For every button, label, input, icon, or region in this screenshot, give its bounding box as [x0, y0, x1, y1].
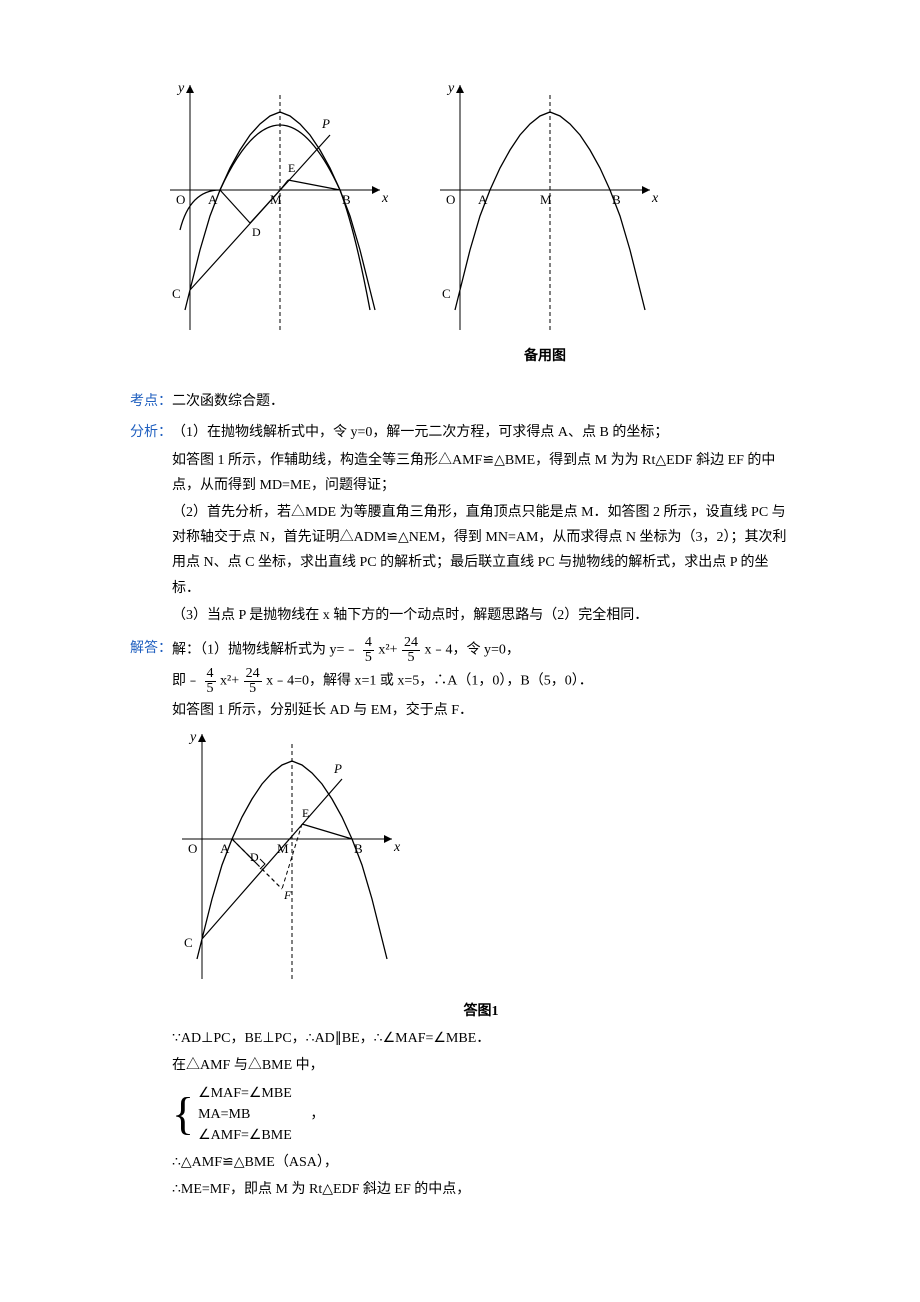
- figure-2-caption: 备用图: [524, 344, 566, 369]
- figure-1: x y O A B M C P D E: [160, 80, 390, 369]
- jieda-line2-mid: x²+: [220, 674, 239, 689]
- svg-text:F: F: [283, 888, 292, 902]
- jieda-line3: 如答图 1 所示，分别延长 AD 与 EM，交于点 F．: [172, 698, 790, 723]
- answer-figure-1: x y O A B M C P D F E: [172, 729, 790, 1024]
- jieda-line1-post: x﹣4，令 y=0，: [425, 643, 520, 658]
- frac-24-5-b: 245: [244, 667, 262, 696]
- svg-text:x: x: [651, 191, 659, 206]
- svg-text:E: E: [302, 806, 309, 820]
- brace-l2: MA=MB，: [198, 1104, 324, 1125]
- svg-text:M: M: [540, 192, 552, 207]
- svg-text:A: A: [208, 192, 218, 207]
- jieda-after2: 在△AMF 与△BME 中，: [172, 1053, 790, 1078]
- parabola-svg-2: x y O A B M C: [430, 80, 660, 340]
- brace-l1: ∠MAF=∠MBE: [198, 1083, 324, 1104]
- svg-text:A: A: [220, 841, 230, 856]
- svg-text:O: O: [176, 192, 185, 207]
- svg-text:C: C: [172, 286, 181, 301]
- parabola-svg-1: x y O A B M C P D E: [160, 80, 390, 340]
- jieda-after4: ∴ME=MF，即点 M 为 Rt△EDF 斜边 EF 的中点，: [172, 1177, 790, 1202]
- brace-l3: ∠AMF=∠BME: [198, 1125, 324, 1146]
- svg-text:O: O: [446, 192, 455, 207]
- jieda-row: 解答： 解：（1）抛物线解析式为 y=﹣ 45 x²+ 245 x﹣4，令 y=…: [130, 636, 790, 1204]
- brace-lines: ∠MAF=∠MBE MA=MB， ∠AMF=∠BME: [198, 1083, 324, 1146]
- svg-text:O: O: [188, 841, 197, 856]
- svg-text:A: A: [478, 192, 488, 207]
- fenxi-p1: （1）在抛物线解析式中，令 y=0，解一元二次方程，可求得点 A、点 B 的坐标…: [172, 420, 790, 445]
- kaodian-body: 二次函数综合题．: [172, 389, 790, 414]
- jieda-line2-pre: 即﹣: [172, 674, 200, 689]
- brace-system: { ∠MAF=∠MBE MA=MB， ∠AMF=∠BME: [172, 1083, 790, 1146]
- jieda-after1: ∵AD⊥PC，BE⊥PC，∴AD∥BE，∴∠MAF=∠MBE．: [172, 1026, 790, 1051]
- fenxi-label: 分析：: [130, 420, 172, 445]
- top-figures: x y O A B M C P D E: [160, 80, 790, 369]
- svg-text:D: D: [252, 225, 261, 239]
- kaodian-label: 考点：: [130, 389, 172, 414]
- jieda-line2-post: x﹣4=0，解得 x=1 或 x=5，∴A（1，0），B（5，0）．: [266, 674, 593, 689]
- svg-text:x: x: [393, 840, 401, 855]
- kaodian-text: 二次函数综合题．: [172, 394, 284, 409]
- svg-text:x: x: [381, 191, 389, 206]
- svg-text:C: C: [442, 286, 451, 301]
- svg-text:M: M: [277, 841, 289, 856]
- jieda-line1-mid: x²+: [378, 643, 397, 658]
- fenxi-row: 分析： （1）在抛物线解析式中，令 y=0，解一元二次方程，可求得点 A、点 B…: [130, 420, 790, 630]
- svg-text:C: C: [184, 935, 193, 950]
- figure-2: x y O A B M C 备用图: [430, 80, 660, 369]
- jieda-line1-pre: 解：（1）抛物线解析式为 y=﹣: [172, 643, 358, 658]
- svg-text:P: P: [321, 116, 330, 131]
- jieda-line1: 解：（1）抛物线解析式为 y=﹣ 45 x²+ 245 x﹣4，令 y=0，: [172, 636, 790, 665]
- fenxi-p2: 如答图 1 所示，作辅助线，构造全等三角形△AMF≌△BME，得到点 M 为为 …: [172, 448, 790, 498]
- jieda-after3: ∴△AMF≌△BME（ASA），: [172, 1150, 790, 1175]
- jieda-body: 解：（1）抛物线解析式为 y=﹣ 45 x²+ 245 x﹣4，令 y=0， 即…: [172, 636, 790, 1204]
- svg-text:y: y: [446, 81, 455, 96]
- kaodian-row: 考点： 二次函数综合题．: [130, 389, 790, 414]
- frac-4-5-b: 45: [205, 667, 216, 696]
- parabola-svg-ans1: x y O A B M C P D F E: [172, 729, 402, 999]
- svg-text:y: y: [176, 81, 185, 96]
- fenxi-body: （1）在抛物线解析式中，令 y=0，解一元二次方程，可求得点 A、点 B 的坐标…: [172, 420, 790, 630]
- svg-text:E: E: [288, 161, 295, 175]
- fenxi-p4: （3）当点 P 是抛物线在 x 轴下方的一个动点时，解题思路与（2）完全相同．: [172, 603, 790, 628]
- svg-text:B: B: [612, 192, 621, 207]
- frac-4-5-a: 45: [363, 636, 374, 665]
- svg-text:P: P: [333, 761, 342, 776]
- svg-text:B: B: [354, 841, 363, 856]
- svg-text:B: B: [342, 192, 351, 207]
- frac-24-5-a: 245: [402, 636, 420, 665]
- left-brace-icon: {: [172, 1091, 194, 1137]
- fenxi-p3: （2）首先分析，若△MDE 为等腰直角三角形，直角顶点只能是点 M．如答图 2 …: [172, 500, 790, 601]
- jieda-label: 解答：: [130, 636, 172, 661]
- jieda-line2: 即﹣ 45 x²+ 245 x﹣4=0，解得 x=1 或 x=5，∴A（1，0）…: [172, 667, 790, 696]
- svg-text:y: y: [188, 730, 197, 745]
- answer-fig1-caption: 答图1: [172, 999, 790, 1024]
- svg-text:D: D: [250, 850, 259, 864]
